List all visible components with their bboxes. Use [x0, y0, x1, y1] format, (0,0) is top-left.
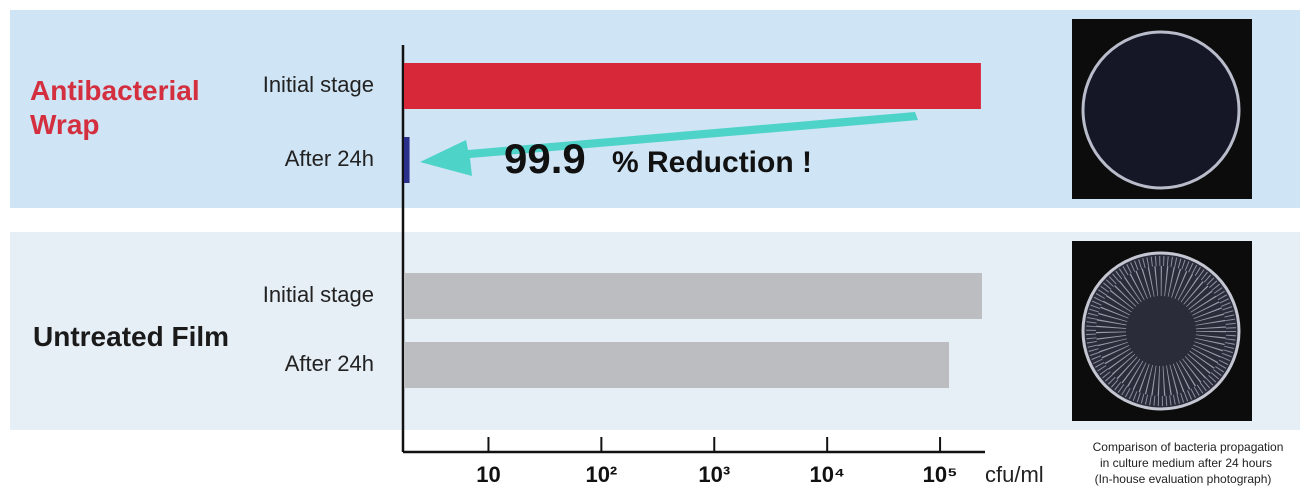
reduction-label: % Reduction ! — [612, 146, 812, 179]
x-tick-label: 10⁵ — [923, 462, 958, 487]
reduction-arrow — [420, 112, 918, 176]
caption: (In-house evaluation photograph) — [1095, 472, 1272, 486]
category-label: Initial stage — [263, 282, 374, 307]
group-name: Untreated Film — [33, 321, 230, 352]
bar — [404, 273, 982, 319]
caption: in culture medium after 24 hours — [1100, 456, 1272, 470]
x-tick-label: 10⁴ — [809, 462, 844, 487]
colonies — [1086, 256, 1236, 406]
petri-dish — [1081, 251, 1241, 411]
category-label: Initial stage — [263, 72, 374, 97]
colonies — [1096, 266, 1226, 396]
group-name: Antibacterial Wrap — [30, 75, 200, 140]
x-unit: cfu/ml — [985, 462, 1044, 487]
bar — [404, 342, 950, 388]
bar — [404, 137, 410, 183]
x-tick-label: 10³ — [698, 462, 730, 487]
caption: Comparison of bacteria propagation — [1093, 440, 1284, 454]
category-label: After 24h — [285, 351, 374, 376]
x-tick-label: 10 — [476, 462, 500, 487]
bar — [404, 63, 981, 109]
category-label: After 24h — [285, 146, 374, 171]
petri-dish — [1081, 30, 1241, 190]
reduction-number: 99.9 — [504, 135, 586, 182]
x-tick-label: 10² — [585, 462, 617, 487]
